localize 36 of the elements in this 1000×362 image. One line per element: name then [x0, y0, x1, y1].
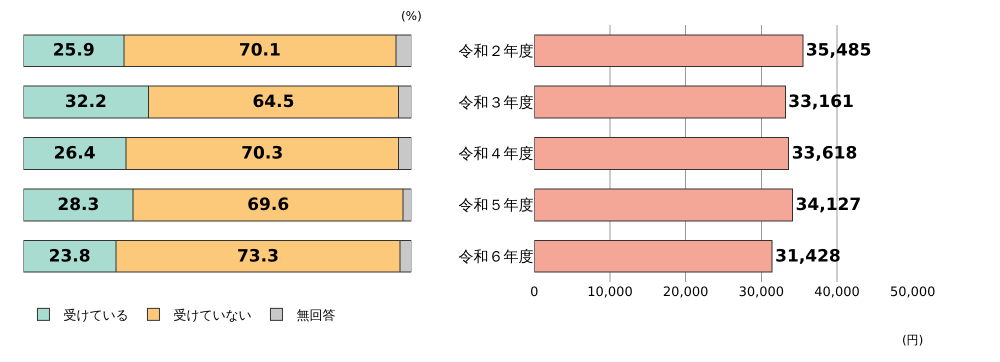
bar — [534, 34, 804, 68]
data-label: 64.5 — [252, 92, 294, 112]
data-label: 33,618 — [792, 143, 858, 164]
y-tick-label: 令和６年度 — [458, 248, 534, 266]
x-tick-label: 50,000 — [890, 284, 936, 300]
data-label: 28.3 — [57, 194, 100, 215]
data-label: 23.8 — [48, 246, 91, 266]
bar — [534, 240, 773, 273]
x-tick-label: 40,000 — [814, 284, 860, 300]
data-label: 34,127 — [796, 194, 862, 215]
y-tick-label: 令和４年度 — [458, 144, 534, 163]
legend-label: 無回答 — [296, 308, 336, 324]
data-label: 70.1 — [238, 40, 281, 61]
data-label: 32.2 — [64, 92, 107, 112]
legend-label: 受けていない — [173, 308, 252, 324]
bar — [534, 137, 790, 170]
data-label: 35,485 — [806, 40, 872, 61]
x-tick-label: 30,000 — [738, 284, 784, 300]
text: (%) — [401, 9, 422, 23]
legend-label: 受けている — [63, 308, 128, 324]
data-label: 26.4 — [54, 143, 96, 164]
y-tick-label: 令和２年度 — [458, 42, 534, 60]
data-label: 69.6 — [247, 194, 290, 215]
y-tick-label: 令和３年度 — [458, 93, 534, 112]
y-tick-label: 令和５年度 — [458, 196, 534, 214]
data-label: 25.9 — [52, 40, 95, 61]
bar — [534, 86, 786, 119]
x-tick-label: 20,000 — [662, 284, 708, 300]
data-label: 73.3 — [236, 246, 279, 266]
data-label: 31,428 — [775, 246, 841, 266]
data-label: 33,161 — [788, 92, 854, 112]
bar — [534, 188, 794, 222]
data-label: 70.3 — [241, 143, 284, 164]
x-tick-label: 0 — [530, 284, 538, 300]
text: (円) — [902, 333, 924, 347]
x-tick-label: 10,000 — [587, 284, 633, 300]
